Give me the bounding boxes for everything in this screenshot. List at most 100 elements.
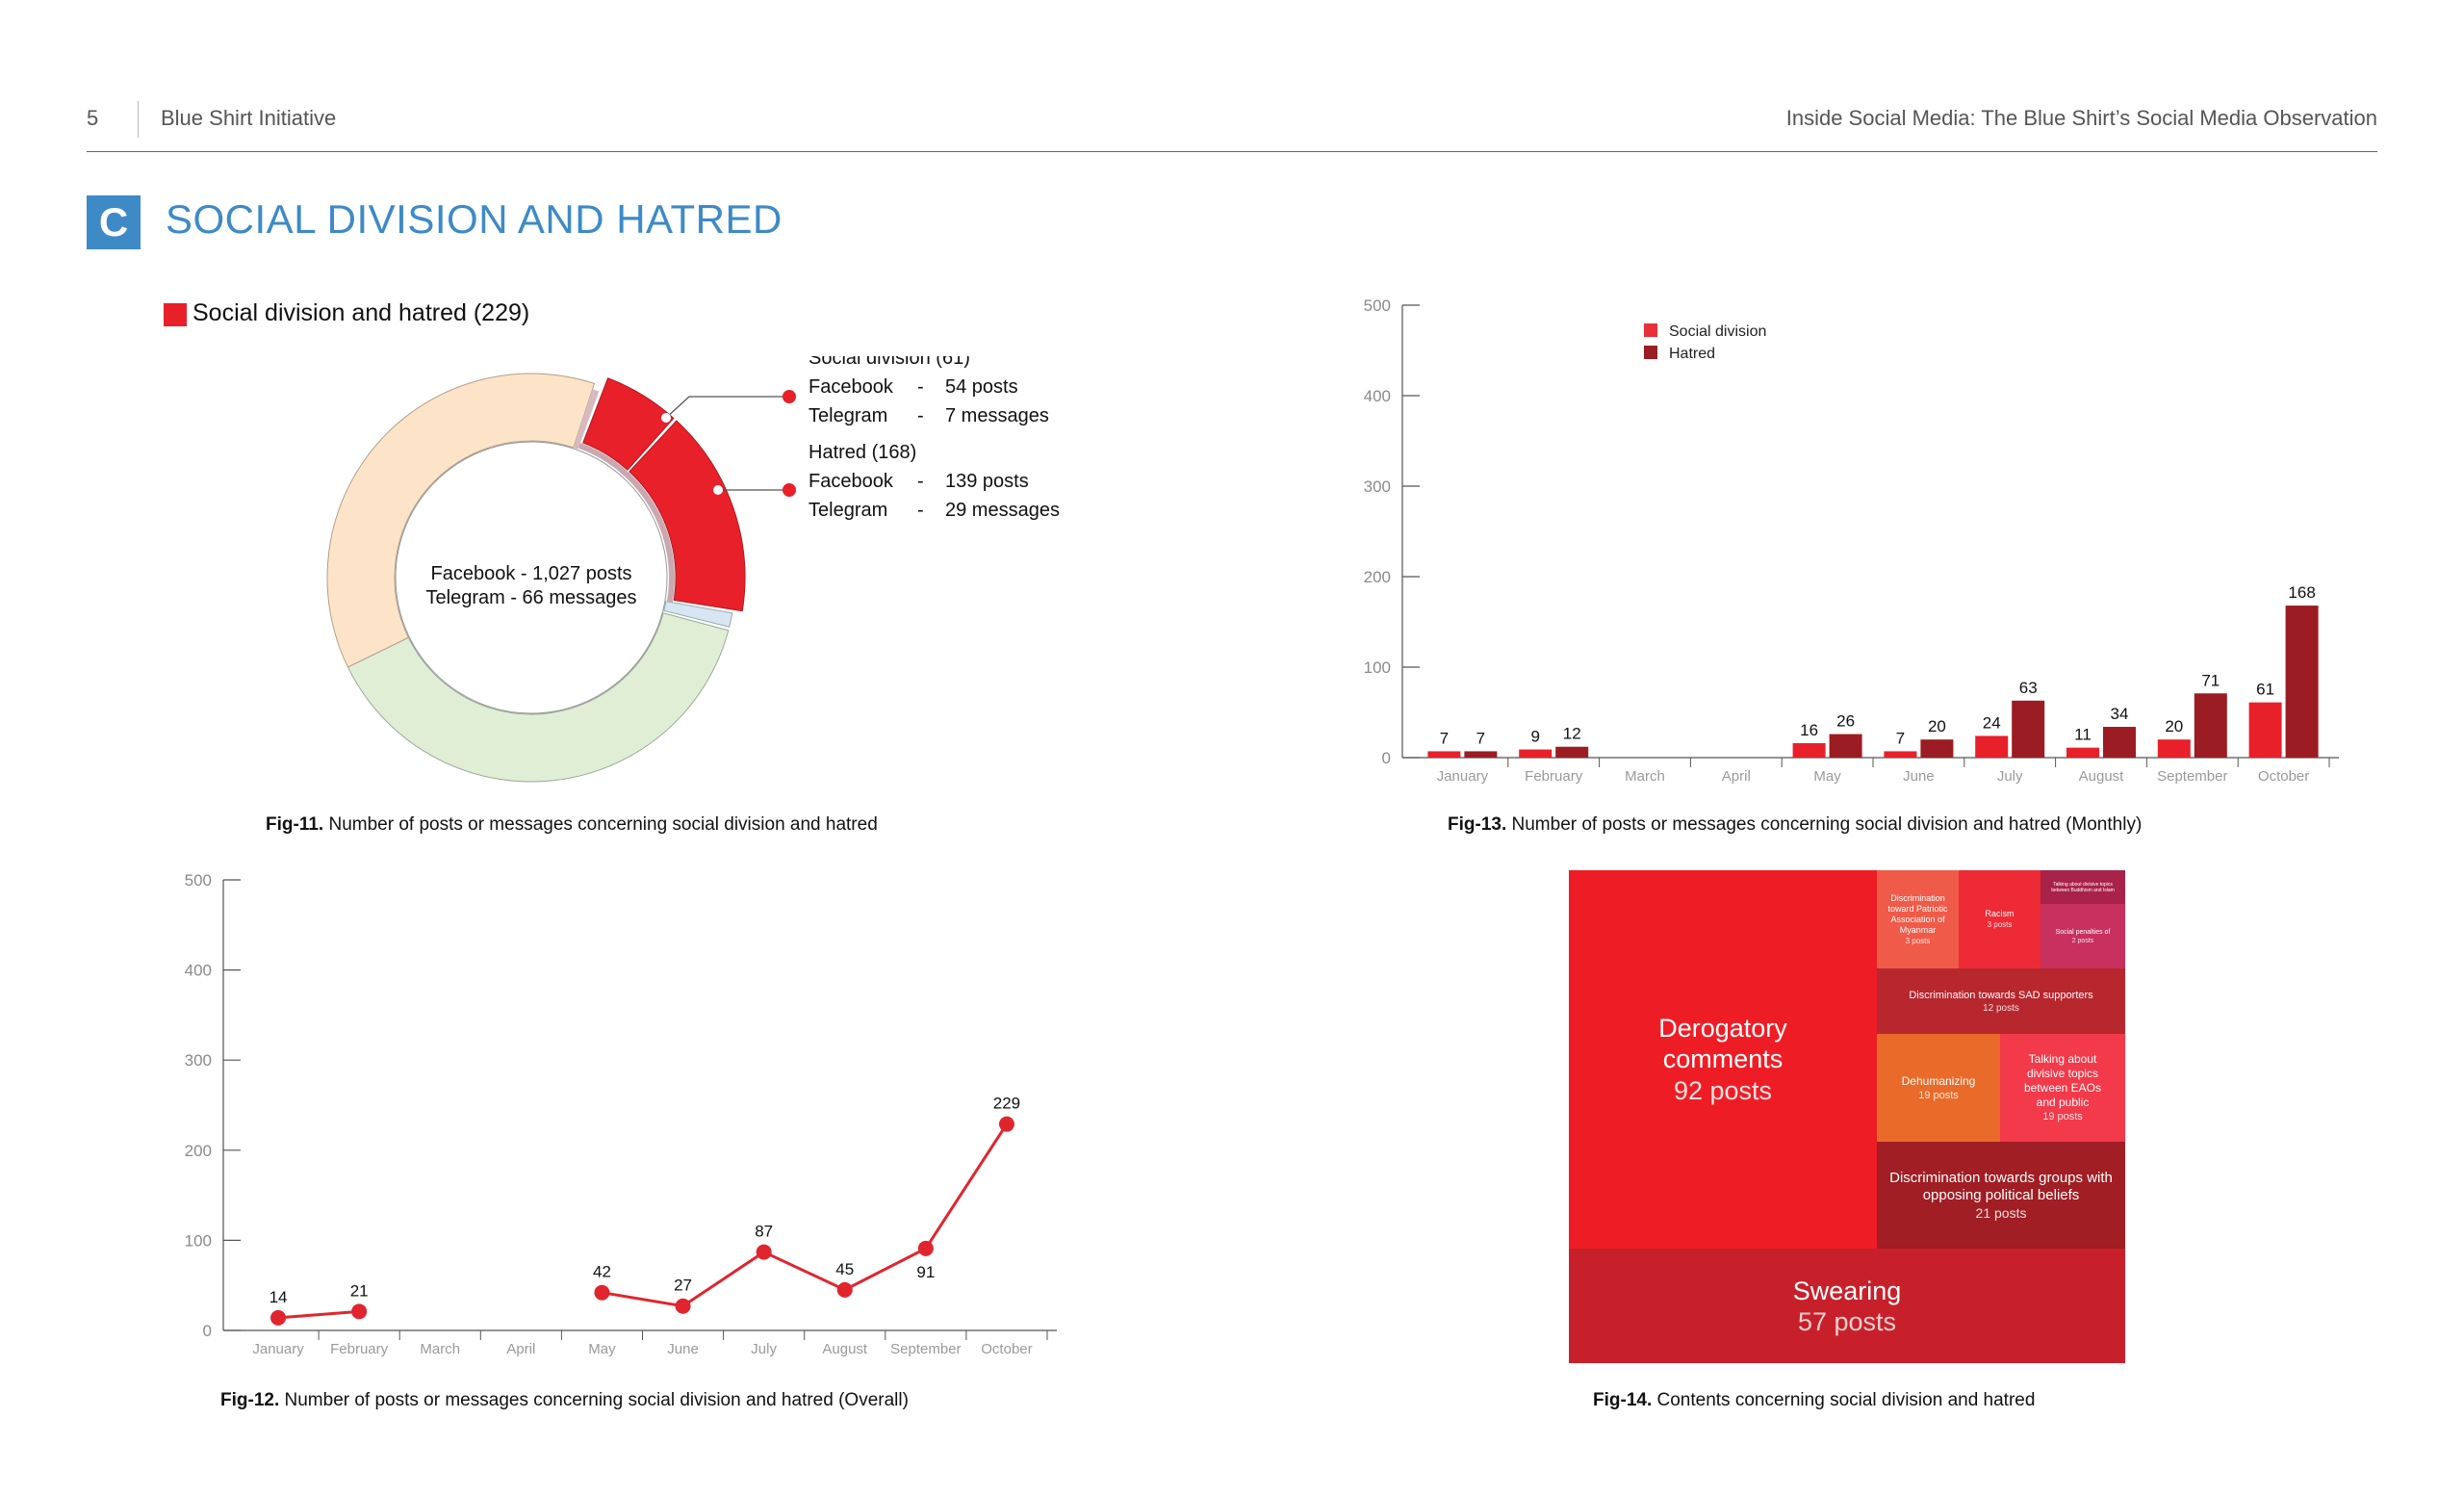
bar-value-label: 7: [1896, 729, 1905, 747]
point-value-label: 14: [270, 1288, 288, 1306]
y-tick-label: 400: [1364, 387, 1391, 405]
treemap-value: 21 posts: [1975, 1204, 2027, 1221]
treemap-value: 2 posts: [2071, 937, 2094, 944]
treemap-cell-sad-supporters: Discrimination towards SAD supporters 12…: [1877, 968, 2125, 1034]
legend-swatch-social: [1644, 323, 1657, 337]
donut-chart: Facebook - 1,027 posts Telegram - 66 mes…: [326, 356, 1060, 783]
bar-social: [1519, 749, 1553, 758]
treemap-value: 3 posts: [1905, 936, 1931, 945]
line-point: [756, 1244, 772, 1260]
treemap-title: Discrimination toward Patriotic Associat…: [1887, 892, 1948, 935]
caption-text: Number of posts or messages concerning s…: [1506, 814, 2143, 835]
x-tick-label: March: [1625, 768, 1665, 785]
bar-value-label: 168: [2288, 583, 2315, 602]
caption-text: Contents concerning social division and …: [1652, 1390, 2036, 1410]
y-tick-label: 400: [185, 962, 212, 980]
caption-label: Fig-11.: [266, 814, 324, 835]
treemap-cell-racism: Racism 3 posts: [1959, 870, 2040, 968]
donut-segment-minor: [663, 601, 733, 628]
bar-chart-monthly: 0 100 200 300 400 500 January 7 7 February 9 12 Marc…: [1364, 297, 2339, 785]
bar-value-label: 9: [1530, 728, 1539, 746]
bar-value-label: 16: [1800, 721, 1818, 739]
bar-hatred: [2103, 727, 2136, 758]
callout-dash: -: [917, 500, 924, 521]
donut-hole: [395, 441, 668, 714]
bar-value-label: 7: [1476, 729, 1485, 747]
caption-fig13: Fig-13. Number of posts or messages conc…: [1448, 814, 2142, 836]
bar-value-label: 26: [1836, 712, 1855, 731]
line-point: [917, 1240, 934, 1256]
treemap-cell-swearing: Swearing 57 posts: [1569, 1249, 2125, 1363]
treemap-cell-political-beliefs: Discrimination towards groups with oppos…: [1877, 1142, 2125, 1249]
point-value-label: 27: [674, 1277, 692, 1295]
bar-value-label: 63: [2019, 679, 2038, 697]
treemap: Derogatory comments 92 posts Swearing 57…: [1569, 870, 2125, 1363]
bar-hatred: [1829, 734, 1862, 758]
line-point: [594, 1284, 610, 1301]
legend-swatch: [164, 303, 187, 326]
x-tick-label: May: [588, 1341, 616, 1357]
callout-hatred-tg-label: Telegram: [808, 500, 887, 521]
treemap-value: 19 posts: [1918, 1089, 1959, 1101]
treemap-title: Talking about divisive topics between Bu…: [2051, 881, 2115, 893]
x-tick-label: May: [1813, 768, 1841, 785]
point-value-label: 87: [755, 1223, 773, 1241]
treemap-title: Talking about divisive topics between EA…: [2023, 1052, 2102, 1109]
caption-fig11: Fig-11. Number of posts or messages conc…: [266, 814, 878, 836]
y-tick-label: 0: [1382, 749, 1391, 767]
callout-dash: -: [917, 471, 924, 492]
callout-hatred-fb-label: Facebook: [808, 471, 894, 492]
bar-hatred: [1555, 746, 1589, 758]
bar-value-label: 7: [1440, 729, 1449, 747]
treemap-value: 19 posts: [2042, 1111, 2083, 1122]
treemap-cell-patriotic: Discrimination toward Patriotic Associat…: [1877, 870, 1959, 968]
section-title: SOCIAL DIVISION AND HATRED: [166, 196, 783, 242]
line-point: [998, 1116, 1014, 1132]
bar-social: [1884, 751, 1917, 758]
callout-hatred-fb-value: 139 posts: [945, 471, 1029, 492]
callout-social-title: Social division (61): [808, 356, 970, 369]
caption-fig14: Fig-14. Contents concerning social divis…: [1593, 1390, 2035, 1411]
legend-label-hatred: Hatred: [1669, 346, 1715, 362]
x-tick-label: October: [981, 1341, 1032, 1357]
point-value-label: 45: [835, 1260, 854, 1278]
treemap-cell-derogatory: Derogatory comments 92 posts: [1569, 870, 1877, 1249]
header-separator: [138, 101, 139, 138]
caption-text: Number of posts or messages concerning s…: [323, 814, 878, 835]
treemap-value: 3 posts: [1987, 920, 2013, 929]
bar-hatred: [2012, 700, 2045, 758]
x-tick-label: July: [751, 1341, 777, 1357]
caption-label: Fig-14.: [1593, 1390, 1653, 1410]
callout-social-fb-label: Facebook: [808, 376, 894, 398]
x-tick-label: September: [890, 1341, 961, 1357]
caption-fig12: Fig-12. Number of posts or messages conc…: [220, 1390, 909, 1411]
line-point: [351, 1303, 368, 1320]
x-tick-label: April: [506, 1341, 535, 1357]
x-tick-label: April: [1722, 768, 1751, 785]
donut-center-line1: Facebook - 1,027 posts: [430, 563, 631, 584]
point-value-label: 21: [350, 1281, 369, 1300]
bar-value-label: 24: [1983, 713, 2001, 732]
treemap-cell-eaos: Talking about divisive topics between EA…: [2000, 1034, 2125, 1142]
bar-value-label: 34: [2111, 705, 2129, 723]
x-tick-label: July: [1997, 768, 2023, 785]
donut-slices: [326, 373, 746, 783]
y-tick-label: 500: [185, 871, 212, 890]
y-tick-label: 500: [1364, 297, 1391, 315]
caption-label: Fig-12.: [220, 1390, 280, 1410]
line-point: [675, 1298, 691, 1314]
callout-dash: -: [917, 405, 924, 426]
section-badge: C: [87, 195, 141, 249]
point-value-label: 91: [916, 1263, 935, 1281]
callout-dot-hatred: [783, 483, 796, 497]
treemap-cell-social-penalties: Social penalties of 2 posts: [2040, 904, 2125, 968]
callout-anchor-hatred: [713, 485, 723, 495]
line-point: [270, 1309, 287, 1326]
treemap-value: 92 posts: [1673, 1075, 1773, 1105]
org-name: Blue Shirt Initiative: [161, 106, 337, 130]
donut-slice-hatred: [629, 420, 746, 612]
x-tick-label: February: [1525, 768, 1583, 785]
caption-text: Number of posts or messages concerning s…: [279, 1390, 909, 1410]
y-tick-label: 200: [185, 1142, 212, 1160]
y-tick-label: 300: [185, 1051, 212, 1070]
